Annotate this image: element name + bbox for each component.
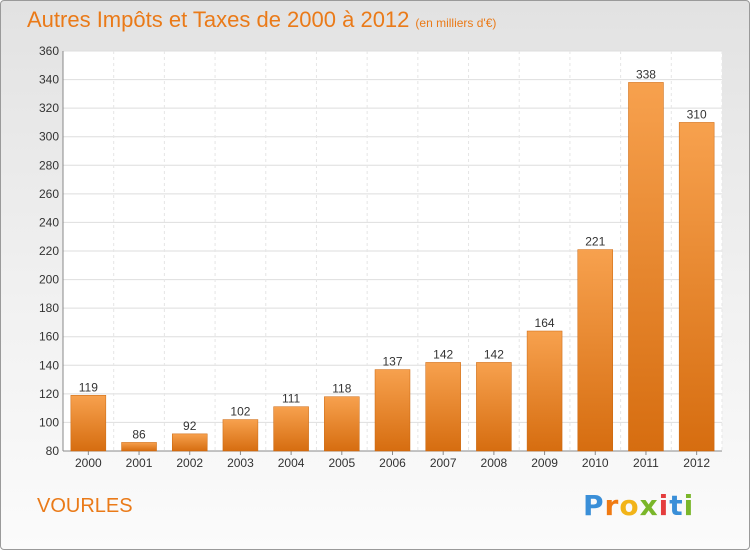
x-tick-label-2010: 2010: [582, 456, 609, 470]
bar-2009: [526, 330, 563, 452]
x-tick-label-2001: 2001: [126, 456, 153, 470]
bar-2001: [121, 442, 157, 452]
x-tick-label-2002: 2002: [176, 456, 203, 470]
x-tick-label-2012: 2012: [683, 456, 710, 470]
y-tick-label: 320: [39, 101, 59, 115]
bar-2007: [425, 362, 461, 452]
y-tick-label: 100: [39, 415, 59, 429]
chart-title: Autres Impôts et Taxes de 2000 à 2012 (en…: [27, 7, 496, 33]
bar-2000: [70, 395, 107, 452]
bar-2004: [273, 406, 309, 452]
y-tick-label: 360: [39, 44, 59, 58]
x-tick-label-2006: 2006: [379, 456, 406, 470]
x-tick-label-2003: 2003: [227, 456, 254, 470]
value-label-2009: 164: [535, 316, 555, 330]
x-tick-label-2005: 2005: [328, 456, 355, 470]
y-tick-label: 240: [39, 215, 59, 229]
value-label-2000: 119: [79, 380, 98, 394]
value-label-2010: 221: [585, 235, 605, 249]
bar-2003: [222, 419, 259, 452]
x-tick-label-2007: 2007: [430, 456, 457, 470]
logo-letter: x: [639, 489, 659, 522]
y-tick-label: 140: [39, 358, 59, 372]
y-tick-label: 300: [39, 130, 59, 144]
value-label-2006: 137: [382, 355, 402, 369]
value-label-2003: 102: [230, 405, 250, 419]
y-tick-label: 340: [39, 73, 59, 87]
y-tick-label: 120: [39, 387, 59, 401]
bar-2012: [678, 122, 715, 452]
y-tick-label: 160: [39, 330, 59, 344]
value-label-2012: 310: [687, 107, 707, 121]
y-tick-label: 260: [39, 187, 59, 201]
x-tick-label-2008: 2008: [481, 456, 508, 470]
chart-unit: (en milliers d'€): [415, 16, 497, 30]
logo-letter: o: [619, 489, 640, 522]
value-label-2011: 338: [636, 67, 656, 81]
value-label-2005: 118: [332, 382, 351, 396]
logo-letter: P: [583, 489, 605, 522]
value-label-2002: 92: [183, 419, 197, 433]
commune-name: VOURLES: [37, 495, 133, 517]
bar-2010: [577, 249, 614, 452]
logo-letter: i: [683, 489, 695, 522]
value-label-2004: 111: [282, 392, 301, 406]
value-label-2001: 86: [132, 427, 146, 441]
bar-2005: [324, 396, 360, 452]
y-tick-label: 200: [39, 273, 59, 287]
proxiti-logo: Proxiti: [583, 489, 694, 522]
logo-letter: i: [658, 489, 670, 522]
y-tick-label: 280: [39, 158, 59, 172]
logo-letter: r: [604, 489, 620, 522]
y-tick-label: 180: [39, 301, 59, 315]
x-tick-label-2004: 2004: [278, 456, 305, 470]
y-tick-label: 80: [46, 444, 60, 458]
bars: [70, 82, 715, 452]
x-tick-label-2011: 2011: [633, 456, 659, 470]
bar-2002: [171, 433, 208, 452]
data-labels: 119 86 92 102 111 118 137 142 142 164 221 338 310: [79, 67, 707, 441]
value-label-2007: 142: [433, 347, 453, 361]
bar-2011: [628, 82, 664, 452]
y-tick-label: 220: [39, 244, 59, 258]
x-tick-label-2000: 2000: [75, 456, 102, 470]
value-label-2008: 142: [484, 347, 504, 361]
chart-title-text: Autres Impôts et Taxes de 2000 à 2012: [27, 7, 410, 32]
bar-2006: [374, 369, 411, 452]
axes: 80 100 120 140 160 180 200 220 240 260 280 300 320 34…: [39, 44, 722, 470]
logo-letter: t: [669, 489, 684, 522]
x-tick-label-2009: 2009: [531, 456, 558, 470]
bar-2008: [476, 362, 512, 452]
